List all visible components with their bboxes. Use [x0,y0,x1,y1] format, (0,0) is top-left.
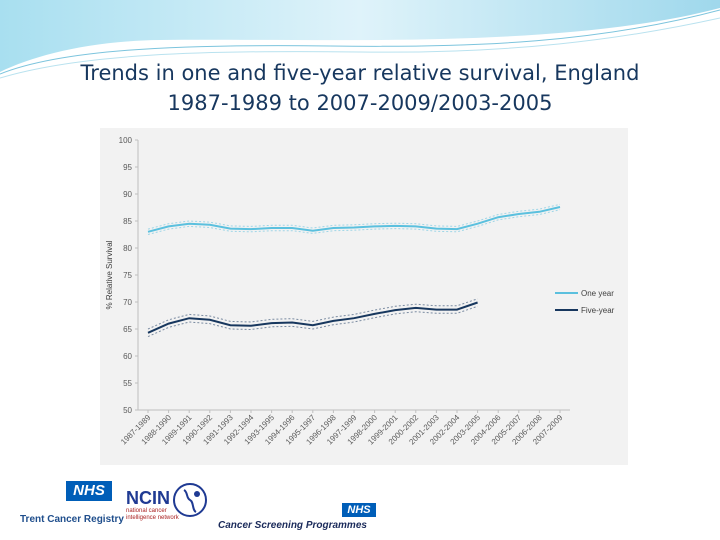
trent-nhs-logo: NHS [66,481,112,501]
screening-nhs-logo: NHS [342,503,376,517]
slide-title: Trends in one and five-year relative sur… [20,58,700,118]
y-tick-label: 70 [123,298,132,307]
y-tick-label: 90 [123,190,132,199]
five-year-legend-label: Five-year [581,306,615,315]
chart-panel: 50 55 60 65 70 75 80 85 90 95 100 1987-1989 1988-199… [100,128,628,465]
one-year-ci-upper-line [147,203,561,230]
trent-cancer-registry-label: Trent Cancer Registry [20,514,124,525]
slide-title-line2: 1987-1989 to 2007-2009/2003-2005 [167,91,553,115]
five-year-series-line [147,301,478,334]
one-year-legend-label: One year [581,289,614,298]
footer-logos: NHS Trent Cancer Registry NCIN national … [0,470,720,540]
five-year-ci-lower-line [147,305,478,338]
five-year-ci-upper-line [147,298,478,330]
ncin-globe-icon [173,483,207,517]
y-tick-label: 100 [119,136,133,145]
y-axis-title: % Relative Survival [105,240,114,309]
slide-title-line1: Trends in one and five-year relative sur… [80,61,640,85]
survival-line-chart: 505560657075808590951001987-19891988-199… [105,136,615,446]
y-tick-label: 50 [123,406,132,415]
ncin-label: NCIN [126,488,170,508]
ncin-subtext-2: intelligence network [126,515,179,521]
y-tick-label: 75 [123,271,132,280]
cancer-screening-programmes-label: Cancer Screening Programmes [218,520,367,531]
y-tick-label: 65 [123,325,132,334]
y-tick-label: 85 [123,217,132,226]
y-tick-label: 95 [123,163,132,172]
y-tick-label: 80 [123,244,132,253]
ncin-subtext-1: national cancer [126,508,167,514]
y-tick-label: 60 [123,352,132,361]
one-year-series-line [147,206,561,233]
header-swoosh-decoration [0,0,720,79]
one-year-ci-lower-line [147,209,561,235]
y-tick-label: 55 [123,379,132,388]
